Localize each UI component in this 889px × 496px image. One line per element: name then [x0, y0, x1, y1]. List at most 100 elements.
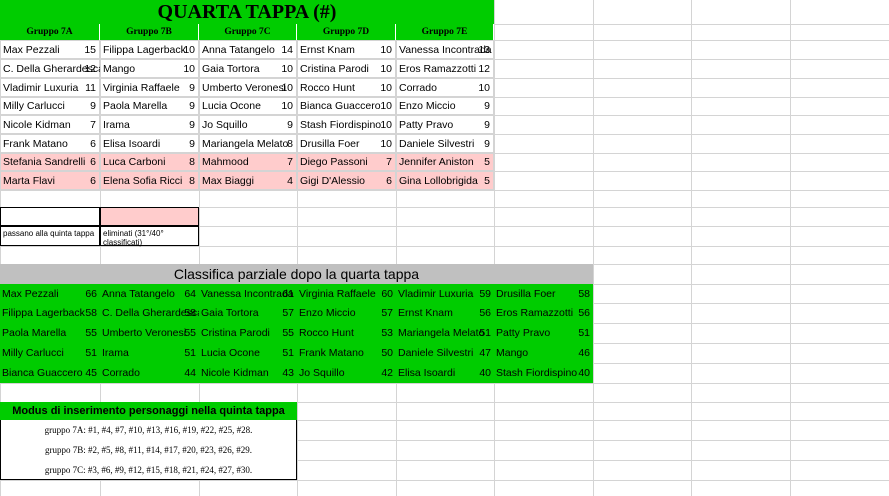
score: 46: [578, 347, 590, 359]
participant: Anna Tatangelo 14: [199, 40, 297, 59]
name: Rocco Hunt: [300, 81, 355, 94]
participant: Milly Carlucci 9: [0, 97, 100, 115]
score: 10: [380, 43, 392, 56]
score: 55: [184, 327, 196, 339]
name: Elisa Isoardi: [103, 137, 161, 150]
ranking-entry: Paola Marella 55: [0, 323, 100, 343]
legend-swatch: [0, 207, 100, 226]
name: Stefania Sandrelli: [3, 156, 86, 168]
name: Milly Carlucci: [2, 347, 64, 359]
score: 51: [578, 327, 590, 339]
grid-line: [0, 383, 889, 384]
score: 9: [484, 118, 490, 131]
name: Eros Ramazzotti: [399, 62, 477, 75]
participant: Marta Flavi 6: [0, 171, 100, 190]
name: Milly Carlucci: [3, 100, 65, 112]
participant: Rocco Hunt 10: [297, 78, 396, 97]
score: 10: [281, 62, 293, 75]
participant: Enzo Miccio 9: [396, 97, 494, 115]
score: 6: [90, 156, 96, 168]
score: 6: [90, 174, 96, 187]
name: Mango: [496, 347, 529, 359]
score: 43: [282, 367, 294, 379]
score: 10: [183, 62, 195, 75]
name: Gigi D'Alessio: [300, 174, 366, 187]
name: Paola Marella: [103, 100, 168, 112]
score: 9: [189, 137, 195, 150]
ranking-entry: Daniele Silvestri 47: [396, 343, 494, 363]
score: 9: [287, 118, 293, 131]
name: Daniele Silvestri: [399, 137, 475, 150]
group-header: Gruppo 7C: [199, 24, 297, 40]
name: Eros Ramazzotti: [496, 307, 574, 319]
name: Ernst Knam: [300, 43, 355, 56]
participant: Corrado 10: [396, 78, 494, 97]
participant: Cristina Parodi 10: [297, 59, 396, 78]
ranking-entry: Gaia Tortora 57: [199, 303, 297, 323]
participant: Elisa Isoardi 9: [100, 134, 199, 153]
modus-line: gruppo 7B: #2, #5, #8, #11, #14, #17, #2…: [45, 445, 252, 455]
name: Virginia Raffaele: [103, 81, 180, 94]
ranking-entry: Vladimir Luxuria 59: [396, 284, 494, 303]
ranking-entry: Bianca Guaccero 45: [0, 363, 100, 383]
name: Patty Pravo: [496, 327, 551, 339]
name: Filippa Lagerback: [103, 43, 186, 56]
score: 5: [484, 174, 490, 187]
ranking-entry: Nicole Kidman 43: [199, 363, 297, 383]
ranking-entry: Rocco Hunt 53: [297, 323, 396, 343]
score: 9: [189, 118, 195, 131]
score: 9: [484, 100, 490, 112]
ranking-entry: Irama 51: [100, 343, 199, 363]
score: 6: [386, 174, 392, 187]
grid-line: [494, 0, 495, 496]
name: C. Della Gherardesca: [102, 307, 203, 319]
score: 9: [189, 81, 195, 94]
score: 47: [479, 347, 491, 359]
grid-line: [0, 460, 889, 461]
participant: Patty Pravo 9: [396, 115, 494, 134]
name: Cristina Parodi: [201, 327, 270, 339]
score: 60: [381, 287, 393, 300]
grid-line: [0, 480, 889, 481]
score: 57: [381, 307, 393, 319]
ranking-entry: Corrado 44: [100, 363, 199, 383]
score: 64: [184, 287, 196, 300]
name: Elisa Isoardi: [398, 367, 456, 379]
participant: Mariangela Melato 8: [199, 134, 297, 153]
participant: Vladimir Luxuria 11: [0, 78, 100, 97]
score: 10: [380, 100, 392, 112]
participant: Irama 9: [100, 115, 199, 134]
name: Mariangela Melato: [398, 327, 485, 339]
name: Irama: [103, 118, 130, 131]
score: 10: [380, 81, 392, 94]
ranking-entry: Frank Matano 50: [297, 343, 396, 363]
name: Rocco Hunt: [299, 327, 354, 339]
name: Jennifer Aniston: [399, 156, 474, 168]
grid-line: [691, 0, 692, 496]
score: 66: [85, 287, 97, 300]
ranking-entry: Umberto Veronesi 55: [100, 323, 199, 343]
legend-text: eliminati (31°/40° classificati): [100, 226, 199, 247]
name: Jo Squillo: [202, 118, 248, 131]
grid-line: [0, 207, 889, 208]
score: 12: [478, 62, 490, 75]
participant: Umberto Veronesi 10: [199, 78, 297, 97]
participant: Luca Carboni 8: [100, 153, 199, 171]
name: Virginia Raffaele: [299, 287, 376, 300]
name: Max Pezzali: [2, 287, 59, 300]
participant: Vanessa Incontrada 13: [396, 40, 494, 59]
name: C. Della Gherardesca: [3, 62, 104, 75]
participant: Ernst Knam 10: [297, 40, 396, 59]
score: 13: [478, 43, 490, 56]
participant: Bianca Guaccero 10: [297, 97, 396, 115]
ranking-entry: Lucia Ocone 51: [199, 343, 297, 363]
participant: Stash Fiordispino 10: [297, 115, 396, 134]
name: Max Pezzali: [3, 43, 60, 56]
name: Paola Marella: [2, 327, 67, 339]
name: Drusilla Foer: [300, 137, 360, 150]
score: 42: [381, 367, 393, 379]
name: Vladimir Luxuria: [3, 81, 79, 94]
ranking-entry: Vanessa Incontrada 61: [199, 284, 297, 303]
name: Anna Tatangelo: [202, 43, 275, 56]
ranking-entry: Virginia Raffaele 60: [297, 284, 396, 303]
